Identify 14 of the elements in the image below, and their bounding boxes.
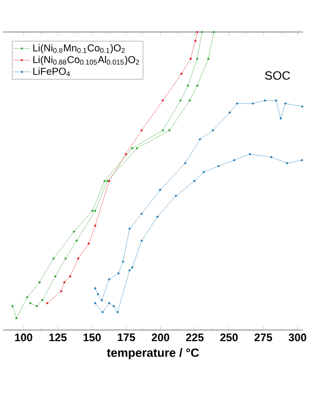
x-tick-label: 150: [84, 334, 101, 342]
x-tick-label: 225: [186, 334, 204, 342]
legend-label: LiFePO$_{4}$: [33, 68, 70, 76]
annotation: SOC: [265, 71, 290, 80]
x-tick-label: 275: [254, 334, 272, 342]
legend-label: Li(Ni$_{0.88}$Co$_{0.105}$Al$_{0.015}$)O$_{2}$: [33, 56, 140, 66]
x-tick-label: 200: [152, 334, 170, 342]
x-tick-label: 175: [118, 334, 136, 342]
x-tick-label: 250: [220, 334, 238, 342]
legend-label: Li(Ni$_{0.8}$Mn$_{0.1}$Co$_{0.1}$)O$_{2}$: [33, 44, 125, 54]
x-axis-title: temperature / °C: [106, 348, 199, 360]
x-tick-label: 125: [49, 334, 67, 342]
x-tick-label: 100: [15, 334, 32, 342]
x-tick-label: 300: [288, 334, 306, 342]
